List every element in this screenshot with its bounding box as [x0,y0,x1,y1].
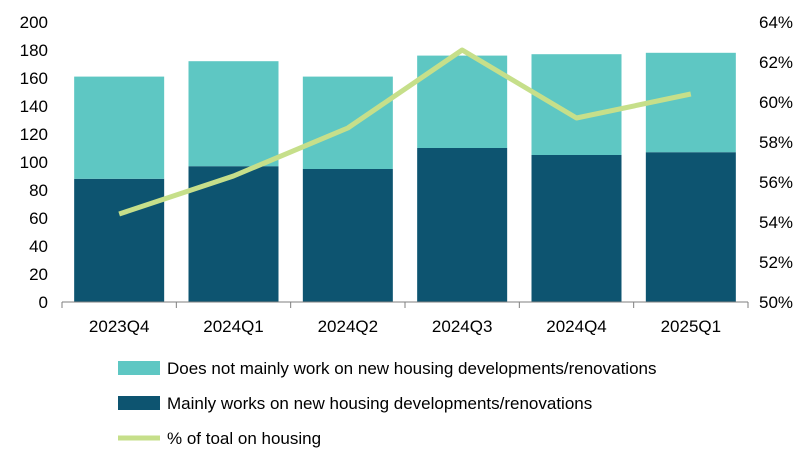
category-label: 2024Q4 [546,317,607,336]
category-label: 2024Q2 [318,317,379,336]
x-axis: 2023Q4 2024Q1 2024Q2 2024Q3 2024Q4 2025Q1 [61,301,749,336]
right-axis-tick-label: 60% [759,93,793,112]
bar-segment-mainly-housing [417,148,508,302]
housing-share-line [118,47,692,217]
left-axis-tick-label: 100 [20,153,48,172]
right-axis-ticks: 50% 52% 54% 56% 58% 60% 62% 64% [759,13,793,312]
left-axis-tick-label: 80 [29,181,48,200]
bar-segment-not-mainly-housing [302,76,393,169]
left-axis-tick-label: 200 [20,13,48,32]
left-axis-ticks: 0 20 40 60 80 100 120 140 160 180 200 [20,13,48,312]
right-axis-tick-label: 64% [759,13,793,32]
left-axis-tick-label: 180 [20,41,48,60]
legend-swatch [118,396,160,410]
legend: Does not mainly work on new housing deve… [118,359,657,448]
left-axis-tick-label: 20 [29,265,48,284]
legend-swatch [118,361,160,375]
bar-segment-mainly-housing [74,178,165,302]
bar-segment-not-mainly-housing [188,61,279,167]
category-label: 2025Q1 [661,317,722,336]
right-axis-tick-label: 52% [759,253,793,272]
left-axis-tick-label: 140 [20,97,48,116]
legend-label: Mainly works on new housing developments… [167,394,592,413]
left-axis-tick-label: 60 [29,209,48,228]
bar-segment-mainly-housing [302,169,393,302]
right-axis-tick-label: 56% [759,173,793,192]
right-axis-tick-label: 50% [759,293,793,312]
category-label: 2023Q4 [89,317,150,336]
legend-label: Does not mainly work on new housing deve… [167,359,657,378]
left-axis-tick-label: 120 [20,125,48,144]
line-series-layer [118,47,692,217]
bar-segment-not-mainly-housing [531,54,622,156]
bar-segment-mainly-housing [531,155,622,302]
right-axis-tick-label: 58% [759,133,793,152]
legend-label: % of toal on housing [167,429,321,448]
right-axis-tick-label: 62% [759,53,793,72]
left-axis-tick-label: 0 [39,293,48,312]
category-label: 2024Q3 [432,317,493,336]
bar-segment-mainly-housing [645,152,736,302]
left-axis-tick-label: 40 [29,237,48,256]
right-axis-tick-label: 54% [759,213,793,232]
bar-segment-mainly-housing [188,166,279,302]
category-label: 2024Q1 [203,317,264,336]
left-axis-tick-label: 160 [20,69,48,88]
bar-segment-not-mainly-housing [74,76,165,179]
bars [74,52,736,302]
